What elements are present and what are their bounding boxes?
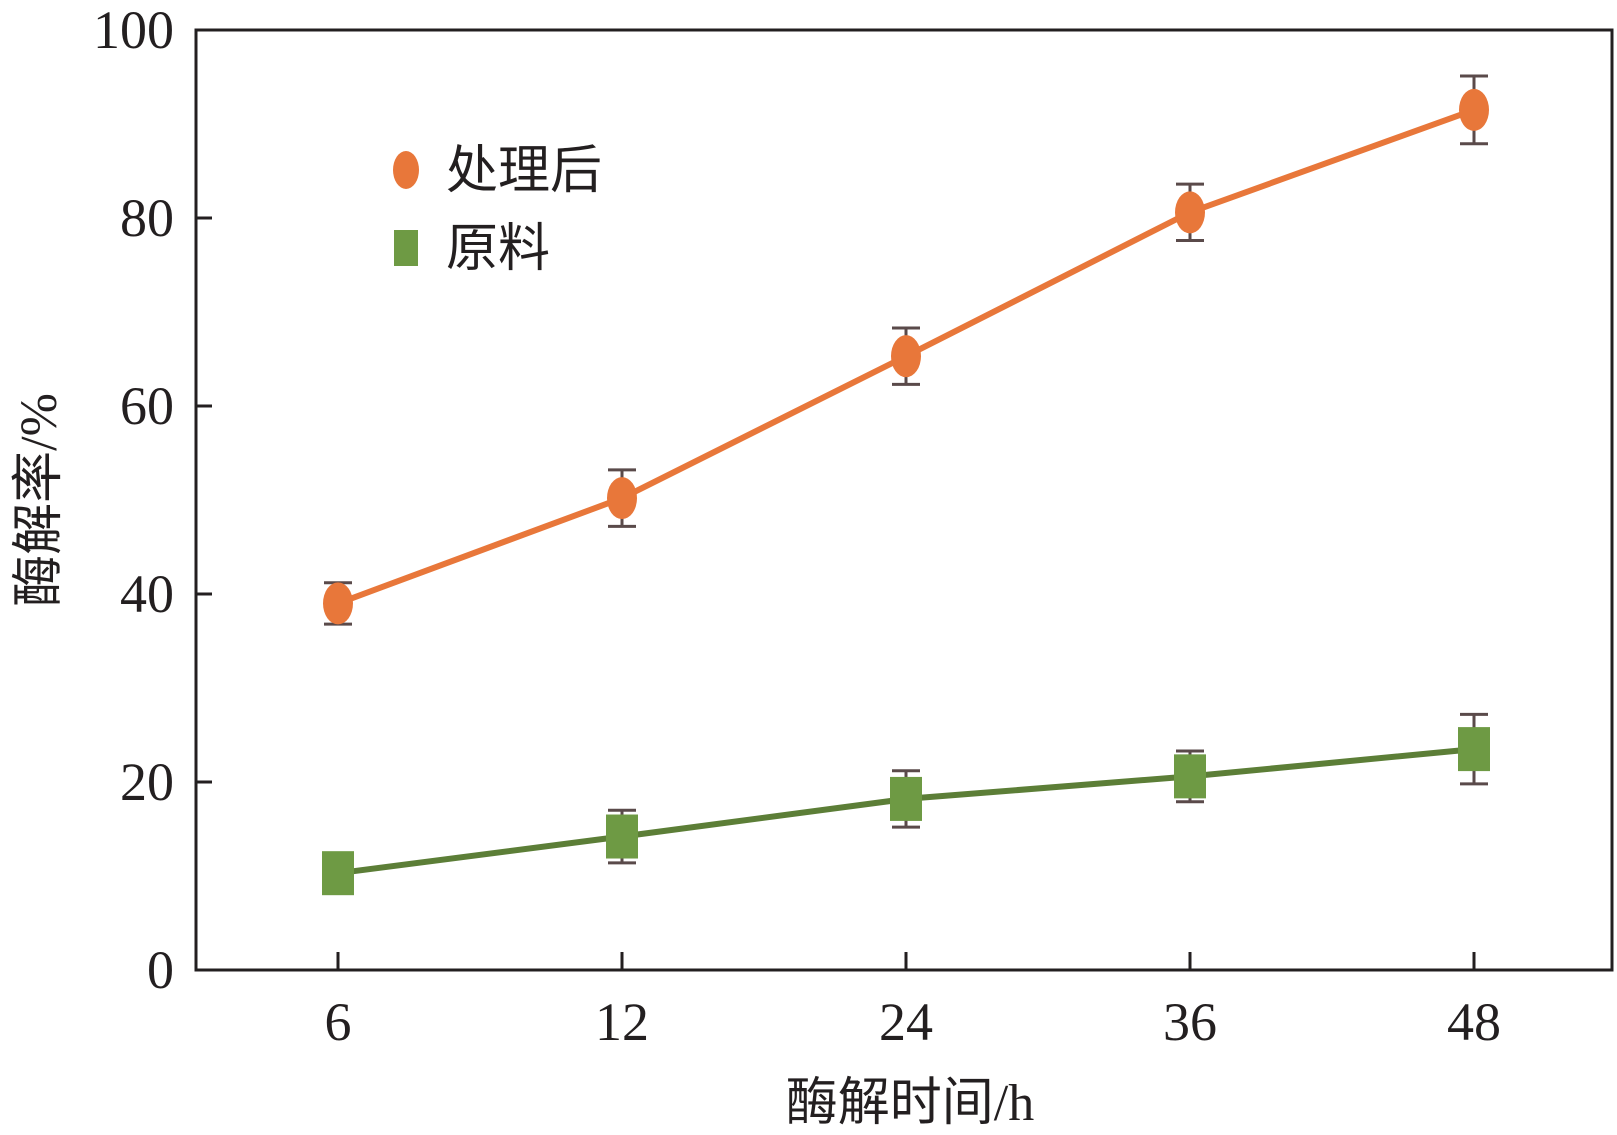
y-tick-label: 40 [120,564,174,624]
plot-frame [194,28,1614,972]
x-tick-label: 48 [1447,992,1501,1052]
y-tick-label: 20 [120,752,174,812]
data-point [322,851,354,896]
series-treated [323,74,1489,626]
data-point [1458,727,1490,772]
y-axis-ticks: 0 20 40 60 80 100 [93,0,212,1000]
data-point [1174,754,1206,799]
legend-item: 处理后 [393,143,602,200]
x-tick-label: 6 [325,992,352,1052]
legend-label: 原料 [446,221,550,278]
y-tick-label: 100 [93,0,174,60]
y-tick-label: 60 [120,376,174,436]
legend-marker [394,230,418,266]
x-tick-label: 36 [1163,992,1217,1052]
data-point [323,582,353,625]
x-tick-label: 24 [879,992,933,1052]
legend-marker [393,151,419,189]
series-layer [322,74,1490,896]
data-point [890,776,922,821]
legend-item: 原料 [394,221,550,278]
data-point [606,814,638,859]
data-point [1175,191,1205,234]
y-tick-label: 80 [120,188,174,248]
data-point [1459,88,1489,131]
x-axis-label: 酶解时间/h [786,1075,1034,1132]
legend-label: 处理后 [446,143,602,200]
x-tick-label: 12 [595,992,649,1052]
series-raw [322,712,1490,896]
y-axis-label: 酶解率/% [11,393,68,607]
data-point [607,477,637,520]
data-point [891,335,921,378]
x-axis-ticks: 6 12 24 36 48 [325,952,1501,1052]
y-tick-label: 0 [147,940,174,1000]
